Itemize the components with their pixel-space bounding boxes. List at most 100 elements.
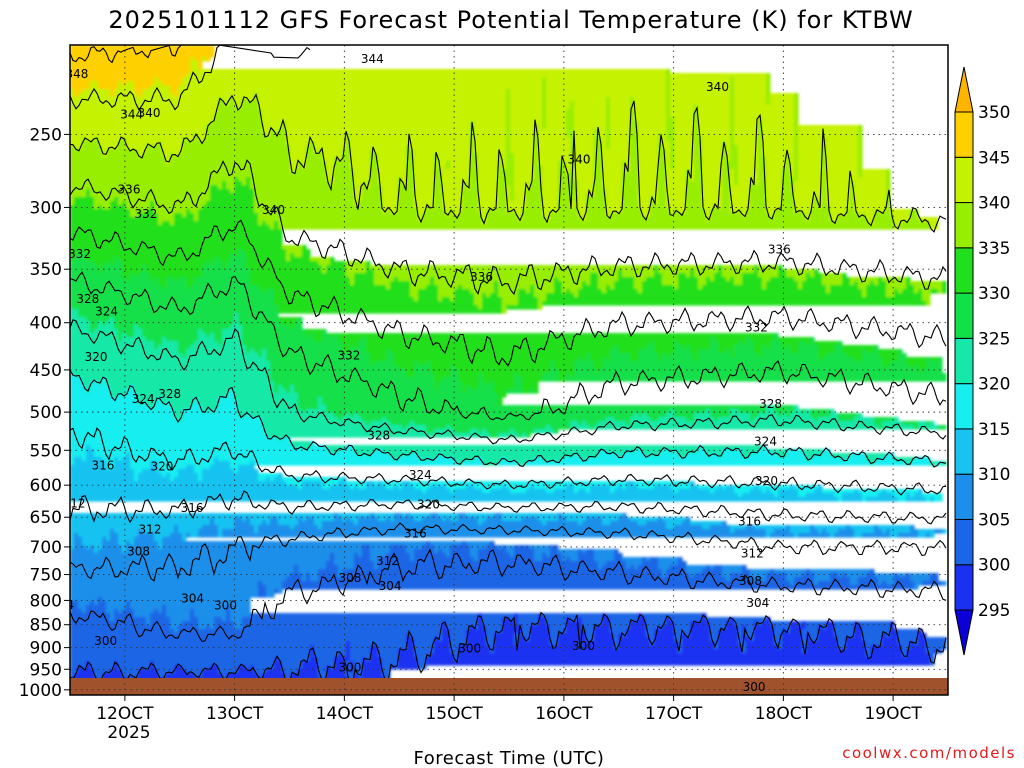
- contour-label: 340: [262, 203, 285, 217]
- colorbar-bottom-arrow: [954, 609, 974, 656]
- contour-label: 300: [458, 642, 481, 656]
- theta-contours: [70, 45, 947, 689]
- contour-label: 324: [95, 305, 118, 319]
- colorbar-label: 305: [978, 510, 1010, 530]
- contour-label: 312: [139, 522, 162, 536]
- x-tick-label: 14OCT: [316, 704, 374, 724]
- contour-label: 300: [338, 661, 361, 675]
- contour-label: 300: [743, 680, 766, 694]
- y-tick-label: 750: [30, 566, 62, 586]
- colorbar-label: 320: [978, 375, 1010, 395]
- colorbar-swatch: [954, 292, 974, 339]
- colorbar-swatch: [954, 202, 974, 249]
- contour-label: 336: [118, 183, 141, 197]
- contour-label: 320: [85, 350, 108, 364]
- y-tick-label: 900: [30, 639, 62, 659]
- contour-label: 332: [68, 247, 91, 261]
- y-tick-label: 650: [30, 508, 62, 528]
- contour-label: 300: [214, 598, 237, 612]
- contour-label: 336: [470, 270, 493, 284]
- source-credit: coolwx.com/models: [842, 744, 1016, 762]
- y-tick-label: 450: [30, 361, 62, 381]
- contour-label: 324: [409, 468, 432, 482]
- x-tick-label: 18OCT: [755, 704, 813, 724]
- x-tick-label: 16OCT: [535, 704, 593, 724]
- contour-label: 320: [150, 460, 173, 474]
- contour-label: 300: [94, 634, 117, 648]
- x-tick-label: 17OCT: [645, 704, 703, 724]
- contour-line: [70, 45, 311, 111]
- y-tick-label: 600: [30, 476, 62, 496]
- x-tick-label: 12OCT: [96, 704, 154, 724]
- y-tick-label: 800: [30, 591, 62, 611]
- contour-label: 316: [181, 501, 204, 515]
- contour-label: 344: [361, 52, 384, 66]
- colorbar-swatch: [954, 383, 974, 430]
- contour-line: [70, 271, 947, 421]
- x-axis: 12OCT 13OCT 14OCT 15OCT 16OCT 17OCT 18OCT 19OCT: [96, 695, 922, 724]
- contour-label: 332: [745, 321, 768, 335]
- contour-label: 332: [337, 348, 360, 362]
- contour-label: 308: [127, 545, 150, 559]
- contour-label: 316: [91, 458, 114, 472]
- y-tick-label: 300: [30, 198, 62, 218]
- contour-label: 304: [181, 591, 204, 605]
- y-tick-label: 1000: [19, 681, 62, 701]
- colorbar-label: 335: [978, 239, 1010, 259]
- contour-label: 300: [572, 639, 595, 653]
- contour-label: 304: [379, 579, 402, 593]
- contour-line: [70, 45, 182, 64]
- contour-label: 304: [746, 596, 769, 610]
- colorbar-swatch: [954, 473, 974, 520]
- colorbar-swatch: [954, 428, 974, 475]
- colorbar-label: 300: [978, 556, 1010, 576]
- colorbar-label: 325: [978, 329, 1010, 349]
- contour-label: 328: [367, 429, 390, 443]
- contour-label: 328: [76, 292, 99, 306]
- y-tick-label: 550: [30, 441, 62, 461]
- colorbar-swatch: [954, 337, 974, 385]
- theta-field: [70, 45, 947, 682]
- contour-line: [70, 548, 947, 643]
- chart-title: 2025101112 GFS Forecast Potential Temper…: [108, 6, 913, 34]
- contour-line: [70, 369, 947, 468]
- x-tick-year: 2025: [107, 723, 150, 743]
- contour-line: [70, 427, 947, 496]
- contour-label: 320: [417, 498, 440, 512]
- x-tick-label: 13OCT: [206, 704, 264, 724]
- contour-label: 328: [759, 397, 782, 411]
- colorbar-label: 315: [978, 420, 1010, 440]
- y-tick-label: 950: [30, 660, 62, 680]
- contour-label: 336: [768, 242, 791, 256]
- contour-label: 340: [138, 106, 161, 120]
- x-tick-label: 19OCT: [864, 704, 922, 724]
- y-tick-label: 250: [30, 125, 62, 145]
- contour-line: [70, 219, 947, 367]
- contour-line: [70, 611, 947, 689]
- colorbar-label: 345: [978, 148, 1010, 168]
- colorbar-label: 350: [978, 103, 1010, 123]
- colorbar-swatch: [954, 247, 974, 294]
- colorbar-swatch: [954, 111, 974, 158]
- colorbar-label: 330: [978, 284, 1010, 304]
- y-tick-label: 350: [30, 260, 62, 280]
- colorbar-label: 295: [978, 601, 1010, 621]
- y-tick-label: 700: [30, 538, 62, 558]
- y-tick-label: 500: [30, 403, 62, 423]
- colorbar-swatch: [954, 564, 974, 611]
- contour-label: 328: [158, 387, 181, 401]
- colorbar-label: 340: [978, 194, 1010, 214]
- contour-line: [70, 522, 947, 582]
- contour-label: 344: [120, 108, 143, 122]
- colorbar: 295 300 305 310 315 320 325 330 335 340 345 350: [954, 66, 1010, 656]
- contour-label: 304: [51, 598, 74, 612]
- y-tick-label: 400: [30, 314, 62, 334]
- contour-line: [70, 93, 947, 233]
- contour-label: 312: [741, 547, 764, 561]
- colorbar-swatch: [954, 156, 974, 204]
- y-tick-label: 850: [30, 616, 62, 636]
- grid-lines: [70, 45, 948, 695]
- contour-line: [70, 159, 947, 296]
